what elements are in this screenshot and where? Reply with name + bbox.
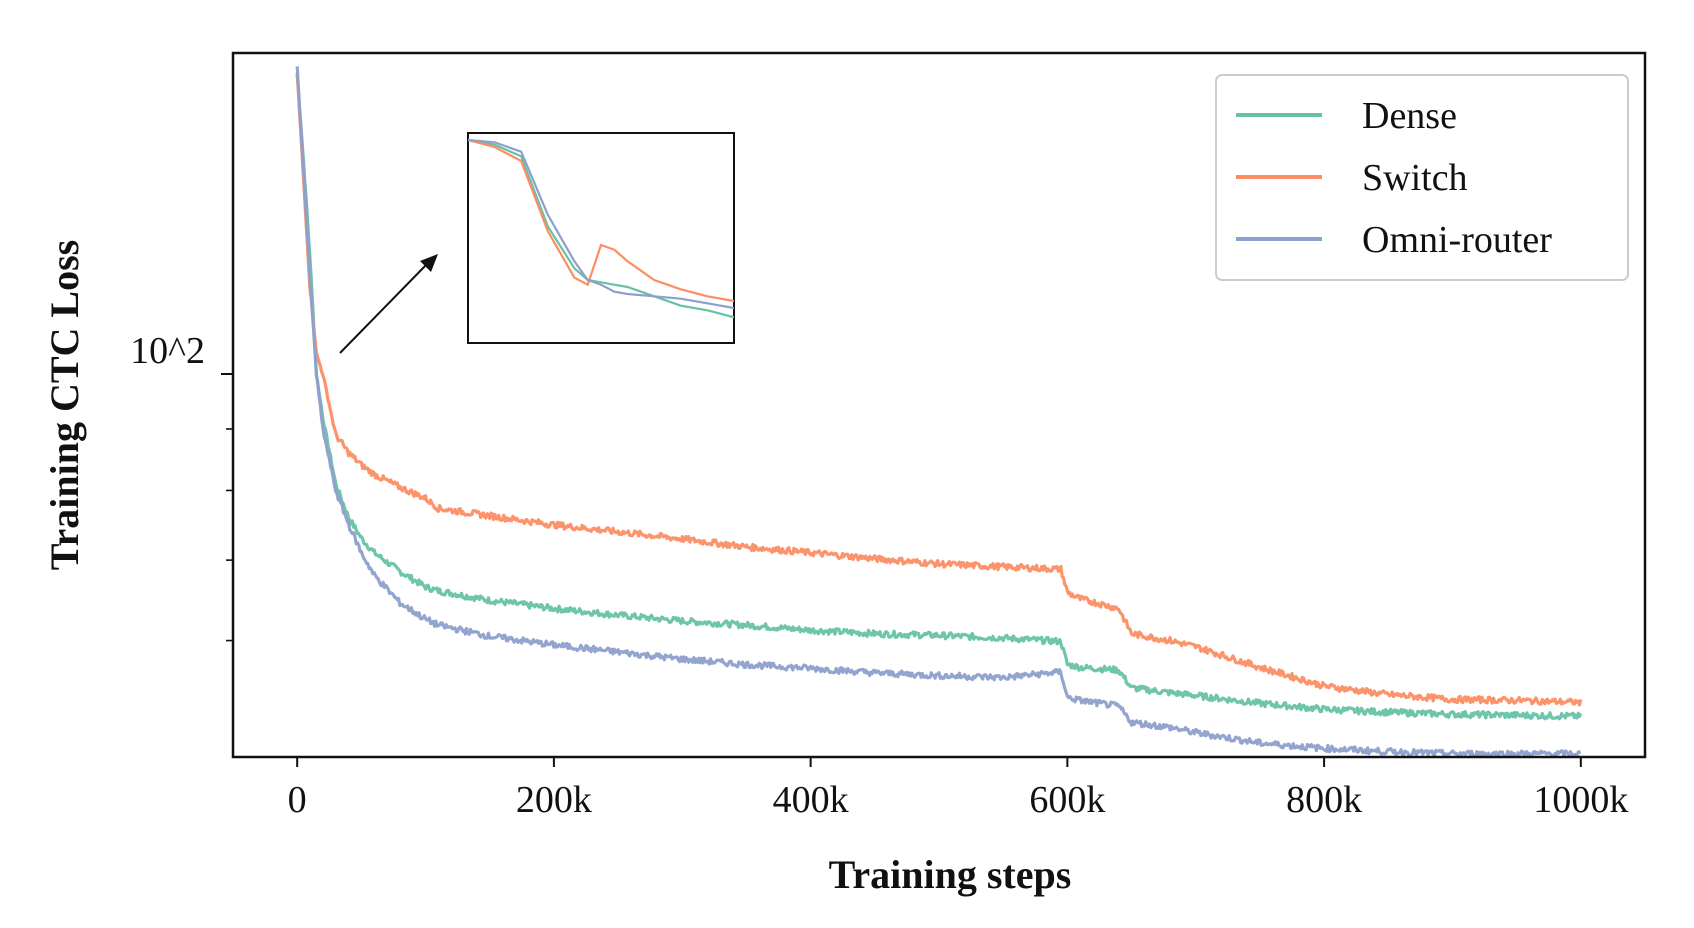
inset-line-omni-router xyxy=(468,138,734,310)
legend-label: Omni-router xyxy=(1362,219,1552,261)
y-axis-title: Training CTC Loss xyxy=(42,240,87,570)
x-axis-title: Training steps xyxy=(829,852,1072,897)
inset-box xyxy=(467,132,735,344)
series-line-dense xyxy=(295,73,1583,721)
x-tick-label: 400k xyxy=(773,779,849,821)
inset-line-switch xyxy=(468,138,734,303)
inset-pointer-arrowhead xyxy=(420,254,438,272)
legend-label: Switch xyxy=(1362,157,1468,199)
x-tick-label: 800k xyxy=(1286,779,1362,821)
legend xyxy=(1215,74,1629,281)
x-tick-label: 0 xyxy=(288,779,307,821)
series-line-switch xyxy=(295,73,1583,707)
series-line-omni-router xyxy=(295,66,1582,757)
inset-pointer-arrow xyxy=(339,262,429,354)
legend-label: Dense xyxy=(1362,95,1457,137)
x-tick-label: 1000k xyxy=(1533,779,1628,821)
plot-area xyxy=(231,51,1647,759)
y-tick-label: 10^2 xyxy=(130,330,205,372)
x-tick-label: 200k xyxy=(516,779,592,821)
inset-line-dense xyxy=(468,138,734,319)
x-tick-label: 600k xyxy=(1029,779,1105,821)
